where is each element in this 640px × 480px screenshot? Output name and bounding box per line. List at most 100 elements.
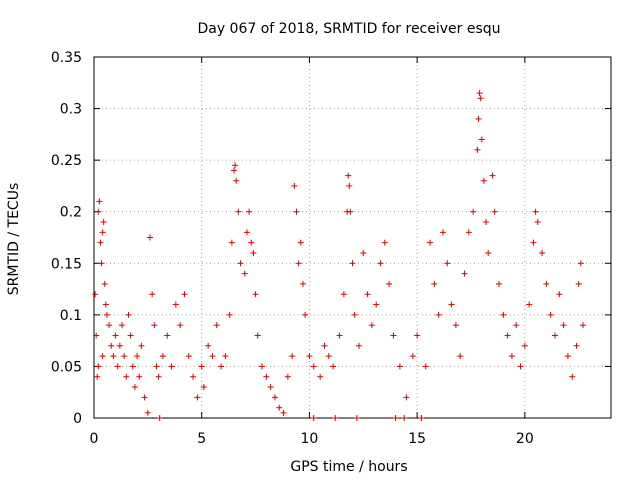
x-tick-label: 20 (516, 431, 534, 447)
data-point (564, 353, 571, 360)
data-point (168, 363, 175, 370)
data-point (250, 249, 257, 256)
data-point (94, 373, 101, 380)
data-point (123, 373, 130, 380)
data-point (93, 332, 100, 339)
y-tick-label: 0.25 (51, 153, 82, 169)
data-point (489, 172, 496, 179)
data-points (92, 90, 586, 421)
data-point (491, 208, 498, 215)
data-point (119, 322, 126, 329)
data-point (235, 208, 242, 215)
data-point (418, 415, 425, 421)
data-point (172, 301, 179, 308)
data-point (470, 208, 477, 215)
data-point (276, 404, 283, 411)
data-point (110, 353, 117, 360)
data-point (237, 260, 244, 267)
data-point (478, 136, 485, 143)
data-point (125, 311, 132, 318)
data-point (263, 373, 270, 380)
data-point (213, 322, 220, 329)
data-point (101, 280, 108, 287)
data-point (401, 415, 408, 421)
data-point (99, 353, 106, 360)
data-point (573, 342, 580, 349)
data-point (127, 332, 134, 339)
data-point (241, 270, 248, 277)
data-point (284, 373, 291, 380)
y-tick-label: 0.05 (51, 359, 82, 375)
tick-labels: 0 0.05 0.1 0.15 0.2 0.25 0.3 0.35 0 5 10 15 20 (51, 50, 534, 447)
y-tick-label: 0.1 (60, 308, 82, 324)
data-point (129, 363, 136, 370)
data-point (396, 363, 403, 370)
data-point (360, 249, 367, 256)
data-point (259, 363, 266, 370)
data-point (209, 353, 216, 360)
data-point (349, 260, 356, 267)
data-point (149, 291, 156, 298)
data-point (452, 322, 459, 329)
data-point (439, 229, 446, 236)
data-point (271, 394, 278, 401)
data-point (579, 322, 586, 329)
data-point (302, 311, 309, 318)
data-point (569, 373, 576, 380)
x-axis-label: GPS time / hours (290, 459, 407, 475)
data-point (112, 332, 119, 339)
data-point (103, 311, 110, 318)
y-tick-label: 0.3 (60, 102, 82, 118)
data-point (461, 270, 468, 277)
y-tick-label: 0.35 (51, 50, 82, 66)
data-point (198, 363, 205, 370)
data-point (321, 342, 328, 349)
data-point (351, 311, 358, 318)
data-point (231, 167, 238, 174)
data-point (147, 234, 154, 241)
data-point (485, 249, 492, 256)
data-point (106, 322, 113, 329)
data-point (317, 373, 324, 380)
data-point (556, 291, 563, 298)
data-point (293, 208, 300, 215)
data-point (121, 353, 128, 360)
data-point (254, 332, 261, 339)
data-point (228, 239, 235, 246)
data-point (136, 373, 143, 380)
data-point (153, 363, 160, 370)
data-point (381, 239, 388, 246)
data-point (233, 177, 240, 184)
data-point (297, 239, 304, 246)
data-point (386, 280, 393, 287)
data-point (390, 332, 397, 339)
data-point (95, 363, 102, 370)
y-axis-label: SRMTID / TECUs (6, 183, 22, 296)
data-point (325, 353, 332, 360)
data-point (532, 208, 539, 215)
data-point (444, 260, 451, 267)
data-point (483, 219, 490, 226)
data-point (332, 415, 339, 421)
data-point (575, 280, 582, 287)
data-point (539, 249, 546, 256)
data-point (422, 363, 429, 370)
data-point (340, 291, 347, 298)
data-point (364, 291, 371, 298)
data-point (543, 280, 550, 287)
data-point (577, 260, 584, 267)
data-point (222, 353, 229, 360)
data-point (190, 373, 197, 380)
data-point (475, 115, 482, 122)
data-point (99, 229, 106, 236)
data-point (368, 322, 375, 329)
data-point (131, 384, 138, 391)
data-point (248, 239, 255, 246)
data-point (409, 353, 416, 360)
data-point (476, 90, 483, 97)
data-point (243, 229, 250, 236)
data-point (530, 239, 537, 246)
data-point (504, 332, 511, 339)
data-point (267, 384, 274, 391)
data-point (232, 162, 239, 169)
